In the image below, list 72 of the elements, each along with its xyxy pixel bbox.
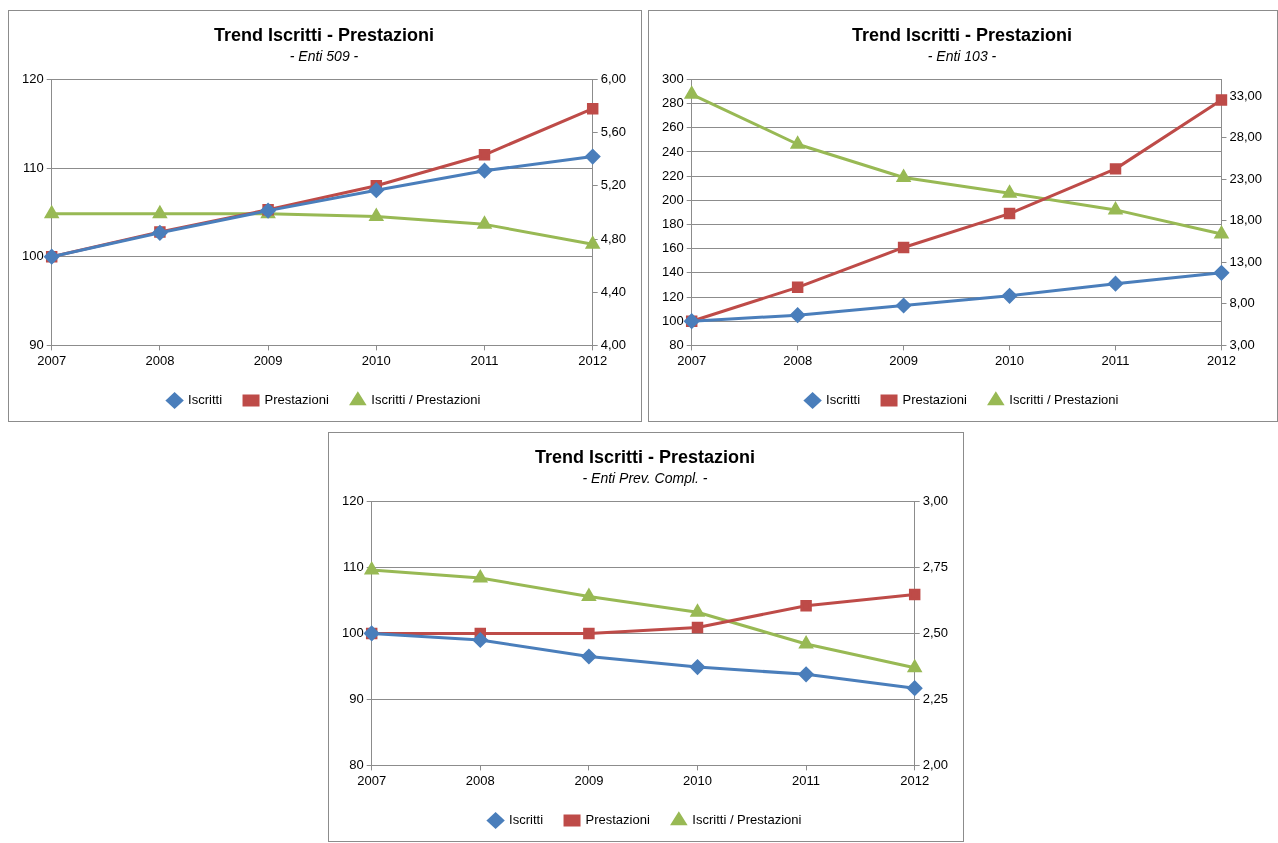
y-tick-label: 90: [29, 336, 44, 352]
y-tick-label: 120: [661, 288, 684, 304]
y-tick-label: 140: [661, 264, 684, 280]
y-tick-label: 110: [342, 558, 364, 574]
y2-tick-label: 6,00: [600, 70, 627, 86]
y-tick-label: 220: [661, 167, 684, 183]
y-tick-label: 180: [661, 216, 684, 232]
y2-tick-label: 3,00: [1229, 336, 1255, 352]
chart-title: Trend Iscritti - Prestazioni: [534, 446, 756, 467]
legend-label: Iscritti / Prestazioni: [1009, 392, 1119, 408]
y2-tick-label: 4,40: [600, 283, 627, 299]
y2-tick-label: 33,00: [1229, 87, 1263, 103]
y-tick-label: 120: [21, 70, 44, 86]
y-tick-label: 160: [661, 240, 684, 256]
y-tick-label: 80: [669, 336, 684, 352]
y2-tick-label: 2,00: [922, 756, 949, 772]
y-tick-label: 100: [21, 248, 44, 264]
y2-tick-label: 28,00: [1229, 129, 1263, 145]
y-tick-label: 90: [349, 690, 364, 706]
legend-label: Iscritti: [188, 392, 223, 408]
y-tick-label: 260: [661, 119, 684, 135]
x-tick-label: 2010: [683, 772, 712, 788]
x-tick-label: 2012: [578, 352, 608, 368]
y2-tick-label: 23,00: [1229, 170, 1263, 186]
y2-tick-label: 2,50: [922, 624, 949, 640]
chart-subtitle: - Enti 103 -: [927, 47, 997, 64]
y-tick-label: 240: [661, 143, 684, 159]
chart-title: Trend Iscritti - Prestazioni: [851, 24, 1073, 45]
x-tick-label: 2012: [900, 772, 930, 788]
x-tick-label: 2007: [677, 352, 707, 368]
legend-label: Iscritti: [509, 812, 544, 828]
x-tick-label: 2011: [470, 352, 499, 368]
x-tick-label: 2009: [889, 352, 919, 368]
y2-tick-label: 4,80: [600, 230, 627, 246]
y-tick-label: 120: [341, 492, 364, 508]
x-tick-label: 2008: [145, 352, 175, 368]
x-tick-label: 2011: [1101, 352, 1130, 368]
chart-title: Trend Iscritti - Prestazioni: [213, 24, 435, 45]
x-tick-label: 2009: [574, 772, 604, 788]
y2-tick-label: 8,00: [1229, 295, 1255, 311]
legend-label: Iscritti / Prestazioni: [692, 812, 802, 828]
y2-tick-label: 13,00: [1229, 253, 1263, 269]
x-tick-label: 2012: [1207, 352, 1236, 368]
x-tick-label: 2010: [361, 352, 391, 368]
x-tick-label: 2007: [37, 352, 67, 368]
chart-subtitle: - Enti Prev. Compl. -: [582, 469, 708, 486]
legend-label: Iscritti: [826, 392, 861, 408]
x-tick-label: 2011: [792, 772, 821, 788]
y-tick-label: 80: [349, 756, 364, 772]
y-tick-label: 300: [661, 70, 684, 86]
legend-label: Prestazioni: [585, 812, 650, 828]
y-tick-label: 100: [661, 312, 684, 328]
y-tick-label: 110: [22, 159, 44, 175]
y-tick-label: 200: [661, 191, 684, 207]
y2-tick-label: 2,75: [922, 558, 949, 574]
x-tick-label: 2008: [465, 772, 495, 788]
y2-tick-label: 3,00: [922, 492, 949, 508]
y-tick-label: 100: [341, 624, 364, 640]
x-tick-label: 2008: [783, 352, 813, 368]
legend-label: Prestazioni: [264, 392, 329, 408]
x-tick-label: 2007: [357, 772, 387, 788]
x-tick-label: 2010: [995, 352, 1025, 368]
y2-tick-label: 2,25: [922, 690, 949, 706]
legend-label: Iscritti / Prestazioni: [371, 392, 481, 408]
y-tick-label: 280: [661, 95, 684, 111]
x-tick-label: 2009: [253, 352, 283, 368]
y2-tick-label: 5,60: [600, 124, 627, 140]
y2-tick-label: 18,00: [1229, 212, 1263, 228]
y2-tick-label: 5,20: [600, 177, 627, 193]
y2-tick-label: 4,00: [600, 336, 627, 352]
legend-label: Prestazioni: [902, 392, 967, 408]
chart-subtitle: - Enti 509 -: [289, 47, 359, 64]
